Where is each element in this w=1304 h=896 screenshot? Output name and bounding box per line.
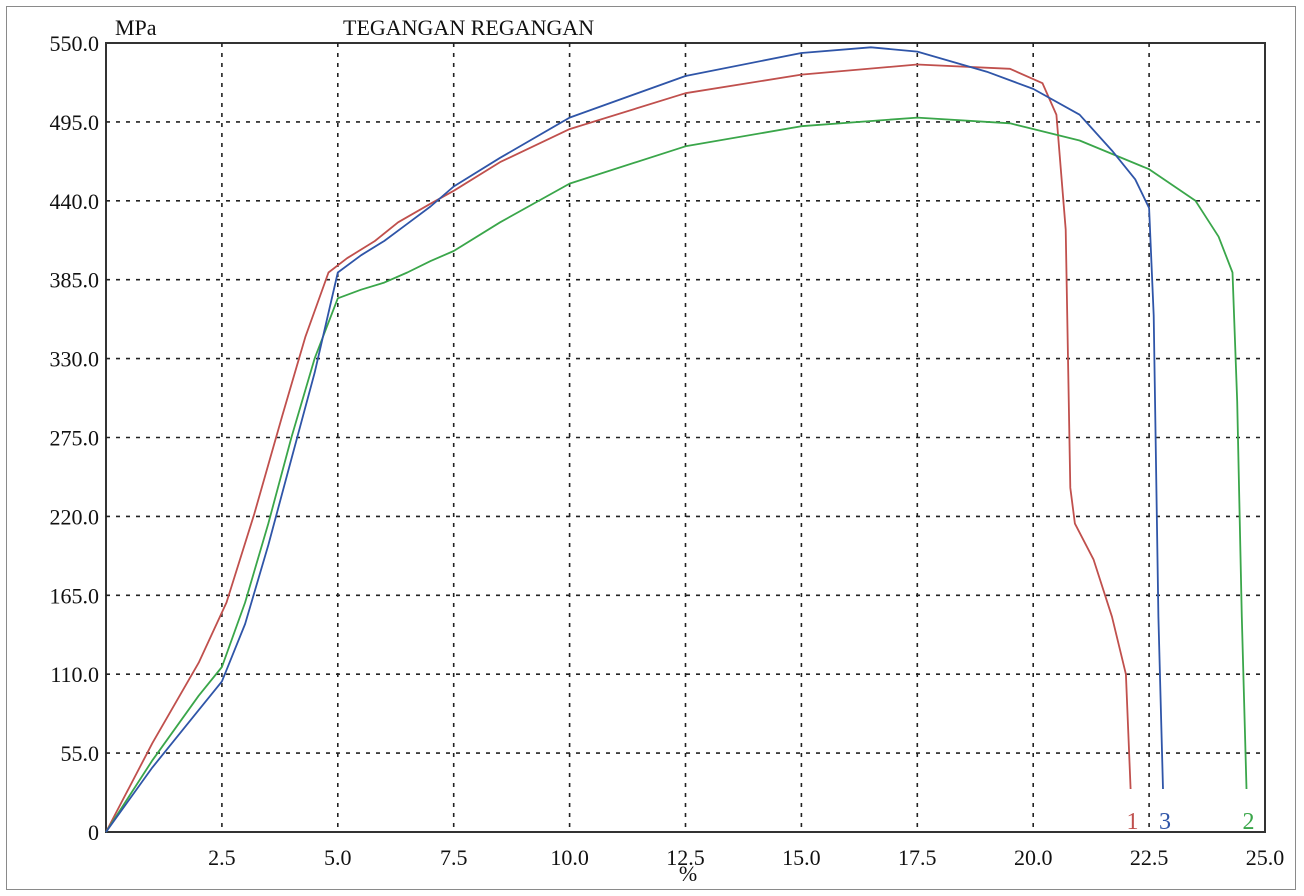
y-tick-label: 165.0 bbox=[50, 583, 100, 608]
x-tick-label: 2.5 bbox=[208, 845, 236, 870]
y-tick-label: 275.0 bbox=[50, 426, 100, 451]
x-tick-label: 17.5 bbox=[898, 845, 937, 870]
x-axis-label: % bbox=[679, 861, 697, 886]
stress-strain-chart: 2.5 5.0 7.5 10.0 12.5 15.0 17.5 20.0 22.5 25.0 0 5… bbox=[50, 15, 1285, 886]
x-tick-label: 25.0 bbox=[1246, 845, 1285, 870]
x-tick-labels: 2.5 5.0 7.5 10.0 12.5 15.0 17.5 20.0 22.5 25.0 bbox=[208, 845, 1284, 870]
x-tick-label: 22.5 bbox=[1130, 845, 1169, 870]
y-tick-label: 220.0 bbox=[50, 504, 100, 529]
y-tick-label: 440.0 bbox=[50, 189, 100, 214]
chart-frame: 2.5 5.0 7.5 10.0 12.5 15.0 17.5 20.0 22.5 25.0 0 5… bbox=[6, 6, 1296, 890]
series-labels: 1 2 3 bbox=[1127, 809, 1255, 835]
y-tick-label: 385.0 bbox=[50, 268, 100, 293]
y-tick-label: 55.0 bbox=[61, 741, 100, 766]
series-line-2 bbox=[105, 116, 1248, 833]
series-lines bbox=[105, 46, 1248, 833]
chart-title: TEGANGAN REGANGAN bbox=[343, 15, 594, 40]
y-tick-label: 495.0 bbox=[50, 110, 100, 135]
y-axis-label: MPa bbox=[115, 15, 157, 40]
y-tick-label: 110.0 bbox=[50, 662, 99, 687]
x-tick-label: 7.5 bbox=[440, 845, 468, 870]
series-label-2: 2 bbox=[1242, 809, 1254, 835]
x-tick-label: 15.0 bbox=[782, 845, 821, 870]
y-tick-label: 330.0 bbox=[50, 347, 100, 372]
x-tick-label: 20.0 bbox=[1014, 845, 1053, 870]
x-tick-label: 5.0 bbox=[324, 845, 352, 870]
y-tick-labels: 0 55.0 110.0 165.0 220.0 275.0 330.0 385.0 440.0… bbox=[50, 31, 100, 845]
y-tick-label: 0 bbox=[88, 820, 99, 845]
series-label-1: 1 bbox=[1127, 809, 1139, 835]
grid-lines bbox=[106, 43, 1265, 832]
x-tick-label: 10.0 bbox=[550, 845, 589, 870]
x-tick-label: 12.5 bbox=[666, 845, 705, 870]
series-line-3 bbox=[105, 46, 1164, 833]
y-tick-label: 550.0 bbox=[50, 31, 100, 56]
series-line-1 bbox=[105, 63, 1132, 833]
series-label-3: 3 bbox=[1159, 809, 1171, 835]
